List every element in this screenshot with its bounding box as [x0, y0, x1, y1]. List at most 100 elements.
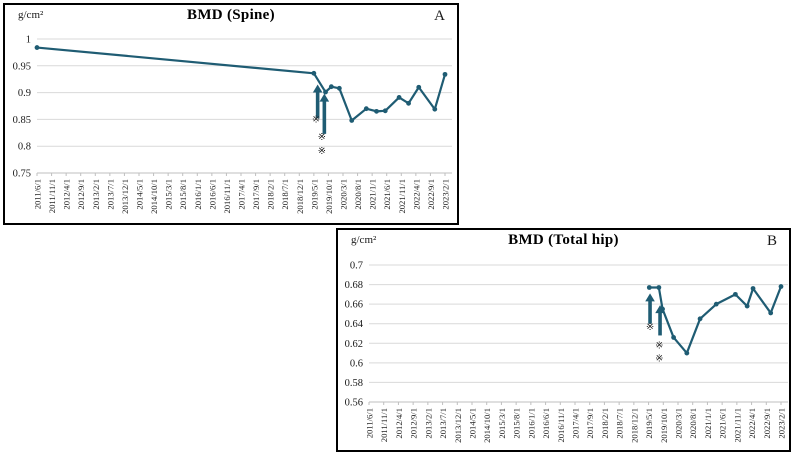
data-point-marker	[684, 350, 690, 356]
annotation-arrow-head-icon	[312, 84, 323, 93]
y-axis-tick-label: 0.64	[345, 319, 364, 330]
reference-mark: ※	[655, 353, 663, 364]
x-axis-tick-label: 2021/1/1	[703, 408, 713, 439]
data-point-marker	[396, 95, 402, 100]
x-axis-tick-label: 2014/10/1	[482, 408, 492, 443]
data-point-marker	[744, 303, 750, 309]
y-axis-tick-label: 0.58	[345, 378, 363, 389]
x-axis-tick-label: 2019/10/1	[659, 408, 669, 443]
x-axis-tick-label: 2014/10/1	[149, 179, 159, 214]
y-axis-tick-label: 0.7	[350, 261, 363, 272]
data-point-marker	[311, 70, 317, 76]
x-axis-tick-label: 2019/5/1	[644, 408, 654, 439]
x-axis-tick-label: 2021/1/1	[368, 179, 378, 210]
reference-mark: ※	[646, 322, 654, 333]
x-axis-tick-label: 2016/11/1	[556, 408, 566, 443]
y-axis-unit-label: g/cm²	[351, 234, 377, 246]
x-axis-tick-label: 2011/6/1	[33, 179, 43, 209]
reference-mark: ※	[312, 114, 320, 125]
data-point-marker	[328, 84, 334, 90]
x-axis-tick-label: 2017/4/1	[571, 408, 581, 439]
data-point-marker	[34, 45, 40, 50]
reference-mark: ※	[318, 132, 326, 143]
data-point-marker	[732, 291, 738, 297]
data-point-marker	[323, 89, 328, 95]
x-axis-tick-label: 2012/9/1	[76, 179, 86, 210]
panel-letter: B	[766, 233, 777, 249]
data-point-marker	[363, 106, 369, 112]
x-axis-tick-label: 2019/5/1	[309, 179, 319, 210]
x-axis-tick-label: 2018/7/1	[615, 408, 625, 439]
x-axis-tick-label: 2018/2/1	[266, 179, 276, 210]
data-point-marker	[750, 286, 756, 291]
y-axis-tick-label: 0.85	[13, 115, 31, 126]
x-axis-tick-label: 2012/4/1	[394, 408, 404, 439]
y-axis-tick-label: 0.62	[345, 339, 363, 350]
y-axis-unit-label: g/cm²	[18, 9, 44, 21]
x-axis-tick-label: 2013/12/1	[453, 408, 463, 443]
x-axis-tick-label: 2016/1/1	[526, 408, 536, 439]
data-point-marker	[768, 310, 774, 316]
x-axis-tick-label: 2022/9/1	[762, 408, 772, 439]
x-axis-tick-label: 2021/11/1	[397, 179, 407, 214]
x-axis-tick-label: 2018/12/1	[629, 408, 639, 443]
y-axis-tick-label: 0.75	[13, 169, 31, 180]
x-axis-tick-label: 2012/9/1	[409, 408, 419, 439]
x-axis-tick-label: 2020/3/1	[674, 408, 684, 439]
x-axis-tick-label: 2018/7/1	[280, 179, 290, 210]
chart-title: BMD (Total hip)	[508, 232, 619, 248]
x-axis-tick-label: 2021/6/1	[718, 408, 728, 439]
x-axis-tick-label: 2013/12/1	[120, 179, 130, 214]
x-axis-tick-label: 2017/9/1	[251, 179, 261, 210]
data-point-marker	[656, 285, 662, 290]
x-axis-tick-label: 2011/11/1	[379, 408, 389, 442]
y-axis-tick-label: 1	[26, 35, 31, 46]
data-point-marker	[406, 100, 411, 106]
x-axis-tick-label: 2013/2/1	[91, 179, 101, 210]
x-axis-tick-label: 2014/5/1	[135, 179, 145, 210]
panel-spine-chart: g/cm² BMD (Spine) A 1 0.95 0.9 0.85 0.8 0.75 2…	[3, 3, 459, 225]
x-axis-tick-label: 2018/12/1	[295, 179, 305, 214]
data-point-marker	[432, 106, 438, 112]
data-point-marker	[374, 108, 379, 114]
x-axis-tick-label: 2017/9/1	[585, 408, 595, 439]
annotation-arrow-head-icon	[645, 293, 655, 302]
reference-mark: ※	[655, 341, 663, 352]
x-axis-tick-label: 2016/1/1	[193, 179, 203, 210]
x-axis-tick-label: 2021/11/1	[732, 408, 742, 443]
annotation-arrow-head-icon	[319, 93, 330, 102]
x-axis-tick-label: 2015/3/1	[497, 408, 507, 439]
reference-mark: ※	[318, 146, 326, 157]
x-axis-tick-label: 2023/2/1	[777, 408, 787, 439]
data-point-marker	[349, 118, 355, 123]
x-axis-tick-label: 2015/8/1	[178, 179, 188, 210]
y-axis-tick-label: 0.68	[345, 280, 363, 291]
x-axis-tick-label: 2020/8/1	[353, 179, 363, 210]
x-axis-tick-label: 2020/8/1	[688, 408, 698, 439]
x-axis-tick-label: 2011/11/1	[47, 179, 57, 213]
data-point-marker	[713, 301, 719, 307]
data-point-marker	[382, 108, 388, 114]
x-axis-tick-label: 2011/6/1	[365, 408, 375, 438]
data-point-marker	[416, 84, 422, 90]
y-axis-tick-label: 0.8	[18, 142, 31, 153]
x-axis-tick-label: 2012/4/1	[62, 179, 72, 210]
x-axis-tick-label: 2015/8/1	[512, 408, 522, 439]
x-axis-tick-label: 2022/4/1	[747, 408, 757, 439]
data-point-marker	[671, 335, 676, 340]
y-axis-tick-label: 0.9	[18, 88, 31, 99]
panel-letter: A	[434, 8, 445, 24]
x-axis-tick-label: 2019/10/1	[324, 179, 334, 214]
y-axis-tick-label: 0.66	[345, 300, 363, 311]
x-axis-tick-label: 2016/6/1	[541, 408, 551, 439]
x-axis-tick-label: 2022/9/1	[426, 179, 436, 210]
x-axis-tick-label: 2020/3/1	[339, 179, 349, 210]
y-axis-tick-label: 0.56	[345, 398, 363, 409]
x-axis-tick-label: 2013/7/1	[438, 408, 448, 439]
x-axis-tick-label: 2014/5/1	[468, 408, 478, 439]
x-axis-tick-label: 2017/4/1	[237, 179, 247, 210]
x-axis-tick-label: 2021/6/1	[382, 179, 392, 210]
data-point-marker	[336, 85, 342, 91]
